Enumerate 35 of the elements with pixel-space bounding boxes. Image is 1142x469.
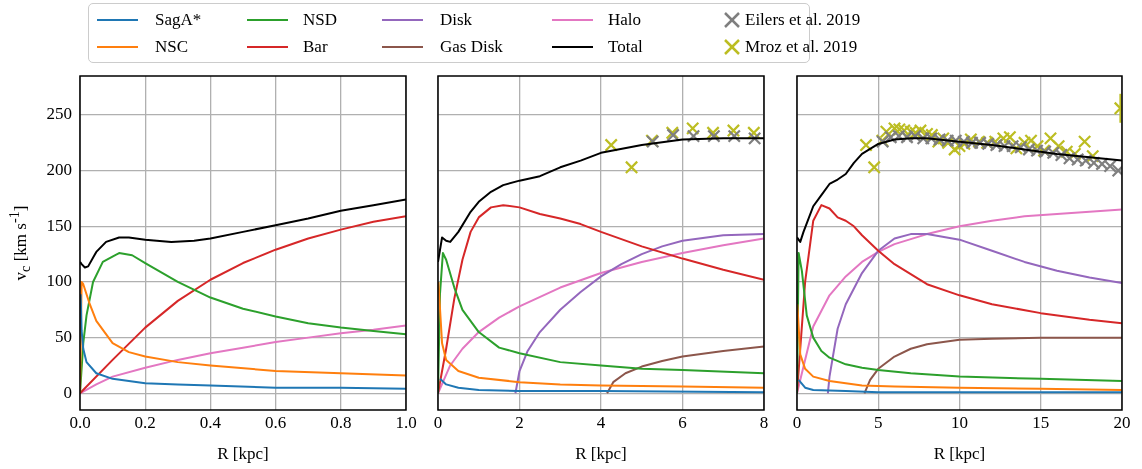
x-tick-label: 0.4	[199, 412, 222, 432]
x-tick-label: 0	[792, 412, 802, 432]
x-axis-title: R [kpc]	[575, 444, 627, 464]
legend-label: NSC	[155, 37, 189, 57]
x-axis-title: R [kpc]	[217, 444, 269, 464]
legend-label: Mroz et al. 2019	[745, 37, 858, 57]
legend-label: Bar	[303, 37, 328, 57]
x-tick-label: 4	[596, 412, 606, 432]
x-tick-label: 2	[515, 412, 524, 432]
legend-label: Eilers et al. 2019	[745, 10, 861, 30]
x-tick-label: 10	[951, 412, 968, 432]
x-tick-label: 8	[759, 412, 769, 432]
x-tick-label: 0.2	[134, 412, 156, 432]
legend-label: SagA*	[155, 10, 202, 30]
legend-label: Halo	[608, 10, 642, 30]
legend-label: Total	[608, 37, 643, 57]
x-tick-label: 1.0	[395, 412, 417, 432]
x-tick-label: 0	[433, 412, 443, 432]
legend-label: NSD	[303, 10, 338, 30]
legend-label: Gas Disk	[440, 37, 503, 57]
x-tick-label: 0.8	[330, 412, 352, 432]
y-tick-label: 200	[46, 160, 72, 180]
y-tick-label: 0	[63, 382, 72, 402]
x-tick-label: 0.6	[264, 412, 287, 432]
y-tick-label: 100	[46, 271, 72, 291]
legend-label: Disk	[440, 10, 473, 30]
y-tick-label: 150	[46, 215, 72, 235]
x-tick-label: 0.0	[69, 412, 91, 432]
y-tick-label: 250	[46, 104, 72, 124]
x-axis-title: R [kpc]	[933, 444, 986, 464]
x-tick-label: 6	[678, 412, 687, 432]
y-tick-label: 50	[55, 327, 72, 347]
x-tick-label: 15	[1032, 412, 1050, 432]
x-tick-label: 20	[1113, 412, 1131, 432]
x-tick-label: 5	[874, 412, 883, 432]
